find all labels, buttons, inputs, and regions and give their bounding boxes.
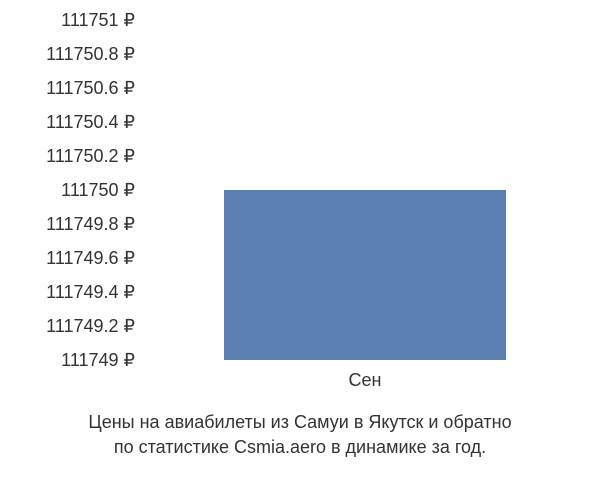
y-tick-label: 111749.6 ₽ <box>15 249 135 267</box>
chart-container: 111751 ₽111750.8 ₽111750.6 ₽111750.4 ₽11… <box>15 20 585 380</box>
x-tick-label: Сен <box>349 370 382 391</box>
bar <box>224 190 506 360</box>
y-tick-label: 111750.2 ₽ <box>15 147 135 165</box>
y-tick-label: 111750.6 ₽ <box>15 79 135 97</box>
y-tick-label: 111749 ₽ <box>15 351 135 369</box>
y-tick-label: 111751 ₽ <box>15 11 135 29</box>
chart-caption: Цены на авиабилеты из Самуи в Якутск и о… <box>0 410 600 460</box>
y-axis: 111751 ₽111750.8 ₽111750.6 ₽111750.4 ₽11… <box>15 20 135 360</box>
caption-line-2: по статистике Csmia.aero в динамике за г… <box>0 435 600 460</box>
y-tick-label: 111749.2 ₽ <box>15 317 135 335</box>
caption-line-1: Цены на авиабилеты из Самуи в Якутск и о… <box>0 410 600 435</box>
y-tick-label: 111750 ₽ <box>15 181 135 199</box>
y-tick-label: 111750.8 ₽ <box>15 45 135 63</box>
y-tick-label: 111749.8 ₽ <box>15 215 135 233</box>
plot-area <box>145 20 585 360</box>
y-tick-label: 111749.4 ₽ <box>15 283 135 301</box>
y-tick-label: 111750.4 ₽ <box>15 113 135 131</box>
